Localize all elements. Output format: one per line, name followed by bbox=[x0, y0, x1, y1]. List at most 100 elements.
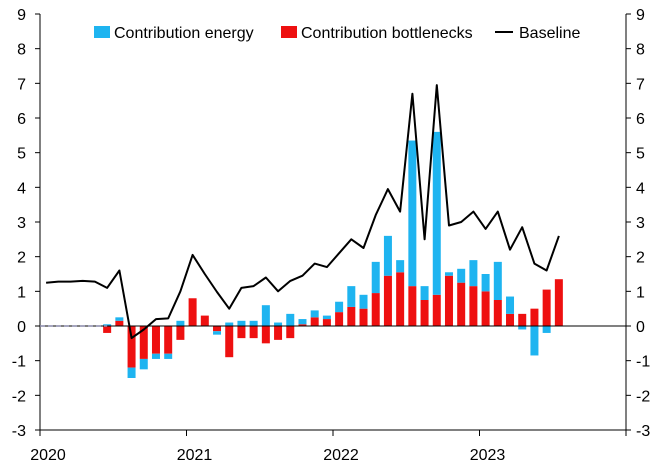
bar-bottlenecks bbox=[322, 319, 331, 326]
bar-energy bbox=[469, 260, 478, 287]
bar-energy bbox=[261, 305, 270, 326]
bar-energy bbox=[530, 326, 539, 356]
bar-bottlenecks bbox=[103, 326, 112, 333]
bar-bottlenecks bbox=[237, 326, 246, 339]
bar-bottlenecks bbox=[200, 315, 209, 326]
bar-bottlenecks bbox=[261, 326, 270, 344]
bar-bottlenecks bbox=[115, 320, 124, 326]
bar-bottlenecks bbox=[127, 326, 136, 368]
y-tick-label-left: -3 bbox=[12, 423, 26, 440]
bar-bottlenecks bbox=[249, 326, 258, 339]
x-tick-label: 2021 bbox=[177, 447, 213, 464]
bar-bottlenecks bbox=[469, 286, 478, 326]
bar-energy bbox=[335, 301, 344, 313]
bar-energy bbox=[176, 320, 185, 326]
y-tick-label-left: 3 bbox=[17, 215, 26, 232]
bar-energy bbox=[359, 294, 368, 309]
bar-bottlenecks bbox=[151, 326, 160, 354]
bar-energy bbox=[151, 353, 160, 359]
bar-bottlenecks bbox=[493, 300, 502, 326]
y-tick-label-left: 6 bbox=[17, 111, 26, 128]
y-tick-label-left: 7 bbox=[17, 76, 26, 93]
bars-layer bbox=[103, 131, 563, 378]
y-tick-label-left: 1 bbox=[17, 284, 26, 301]
bar-bottlenecks bbox=[310, 317, 319, 326]
legend-item-energy: Contribution energy bbox=[94, 25, 254, 42]
bar-energy bbox=[444, 272, 453, 276]
legend-label: Contribution energy bbox=[114, 25, 254, 42]
legend-label: Baseline bbox=[519, 25, 580, 42]
axes-layer: -3 -3 -2 -2 -1 -1 0 0 1 1 2 2 3 3 4 4 5 5 6 6 7 7 8 8 9 9 2020 2021… bbox=[12, 7, 651, 464]
bar-energy bbox=[164, 353, 173, 359]
bar-energy bbox=[115, 317, 124, 321]
bar-bottlenecks bbox=[554, 279, 563, 326]
bar-energy bbox=[432, 131, 441, 295]
line-layer bbox=[40, 84, 560, 340]
y-tick-label-left: -2 bbox=[12, 388, 26, 405]
bar-energy bbox=[127, 367, 136, 378]
y-tick-label-left: 0 bbox=[17, 319, 26, 336]
bar-energy bbox=[506, 296, 515, 314]
bar-bottlenecks bbox=[188, 298, 197, 326]
bar-bottlenecks bbox=[139, 326, 148, 359]
bar-bottlenecks bbox=[347, 306, 356, 326]
bar-energy bbox=[213, 331, 222, 335]
y-tick-label-right: 6 bbox=[636, 111, 645, 128]
legend-item-bottlenecks: Contribution bottlenecks bbox=[281, 25, 473, 42]
bar-energy bbox=[274, 322, 283, 326]
bar-bottlenecks bbox=[225, 326, 234, 358]
bar-bottlenecks bbox=[408, 286, 417, 326]
bar-energy bbox=[286, 313, 295, 326]
legend-swatch bbox=[94, 26, 110, 38]
bar-energy bbox=[518, 326, 527, 330]
bar-bottlenecks bbox=[481, 291, 490, 326]
bar-bottlenecks bbox=[213, 326, 222, 332]
bar-bottlenecks bbox=[457, 282, 466, 326]
bar-bottlenecks bbox=[518, 313, 527, 326]
bar-energy bbox=[310, 310, 319, 318]
legend: Contribution energy Contribution bottlene… bbox=[94, 25, 580, 42]
bar-energy bbox=[396, 260, 405, 273]
y-tick-label-right: -3 bbox=[636, 423, 650, 440]
y-tick-label-left: 2 bbox=[17, 250, 26, 267]
bar-energy bbox=[237, 320, 246, 326]
bar-bottlenecks bbox=[371, 293, 380, 326]
y-tick-label-right: 1 bbox=[636, 284, 645, 301]
bar-energy bbox=[420, 286, 429, 300]
bar-energy bbox=[481, 274, 490, 292]
bar-energy bbox=[371, 261, 380, 294]
baseline-line bbox=[46, 84, 560, 340]
bar-energy bbox=[298, 319, 307, 325]
x-tick-label: 2023 bbox=[470, 447, 506, 464]
bar-energy bbox=[383, 235, 392, 276]
bar-bottlenecks bbox=[542, 289, 551, 326]
bar-bottlenecks bbox=[444, 275, 453, 326]
y-tick-label-right: -1 bbox=[636, 354, 650, 371]
bar-bottlenecks bbox=[420, 300, 429, 326]
y-tick-label-left: 4 bbox=[17, 180, 26, 197]
legend-swatch bbox=[281, 26, 297, 38]
bar-bottlenecks bbox=[286, 326, 295, 339]
bar-bottlenecks bbox=[432, 294, 441, 326]
legend-item-baseline: Baseline bbox=[495, 25, 580, 42]
y-tick-label-right: 4 bbox=[636, 180, 645, 197]
y-tick-label-right: 7 bbox=[636, 76, 645, 93]
y-tick-label-right: 5 bbox=[636, 146, 645, 163]
y-tick-label-right: 2 bbox=[636, 250, 645, 267]
y-tick-label-left: 8 bbox=[17, 42, 26, 59]
bar-energy bbox=[139, 358, 148, 370]
bar-energy bbox=[322, 315, 331, 320]
legend-label: Contribution bottlenecks bbox=[301, 25, 473, 42]
bar-energy bbox=[225, 322, 234, 326]
bar-energy bbox=[249, 320, 258, 326]
y-tick-label-right: 8 bbox=[636, 42, 645, 59]
bar-bottlenecks bbox=[383, 275, 392, 326]
bar-bottlenecks bbox=[298, 324, 307, 326]
y-tick-label-right: 0 bbox=[636, 319, 645, 336]
bar-bottlenecks bbox=[164, 326, 173, 354]
bar-bottlenecks bbox=[530, 308, 539, 326]
y-tick-label-right: 9 bbox=[636, 7, 645, 24]
bar-energy bbox=[408, 140, 417, 287]
